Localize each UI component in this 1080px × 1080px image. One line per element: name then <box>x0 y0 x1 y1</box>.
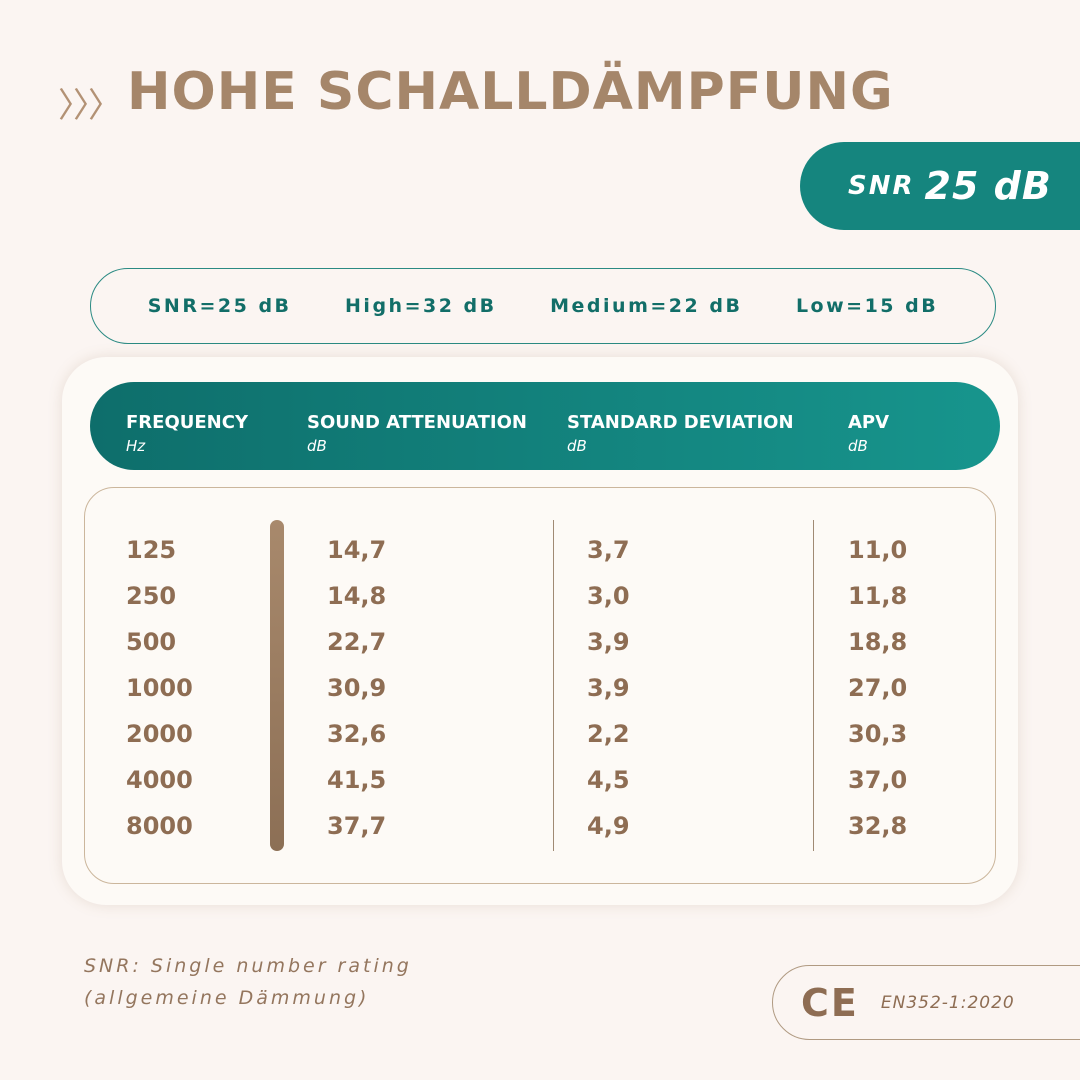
table-cell: 250 <box>126 582 177 610</box>
rating-low: Low=15 dB <box>795 295 939 317</box>
snr-badge: SNR 25 dB <box>800 142 1080 230</box>
table-cell: 3,7 <box>587 536 630 564</box>
column-deviation: 3,7 3,0 3,9 3,9 2,2 4,5 4,9 <box>587 533 630 855</box>
header-apv: APV dB <box>848 412 889 455</box>
table-body <box>84 487 996 884</box>
table-cell: 14,8 <box>327 582 387 610</box>
column-divider-bar <box>270 520 284 851</box>
header-unit: dB <box>307 437 327 455</box>
triple-chevron-right-icon: 〉〉〉 <box>58 86 122 126</box>
rating-medium: Medium=22 dB <box>550 295 743 317</box>
header-frequency: FREQUENCY Hz <box>126 412 248 455</box>
column-divider <box>813 520 814 851</box>
page-title: HOHE SCHALLDÄMPFUNG <box>127 62 894 122</box>
header-attenuation: SOUND ATTENUATION dB <box>307 412 527 455</box>
table-cell: 4000 <box>126 766 193 794</box>
table-cell: 18,8 <box>848 628 908 656</box>
footnote: SNR: Single number rating (allgemeine Dä… <box>84 950 412 1014</box>
rating-high: High=32 dB <box>345 295 497 317</box>
column-divider <box>553 520 554 851</box>
table-cell: 11,0 <box>848 536 908 564</box>
table-cell: 11,8 <box>848 582 908 610</box>
column-frequency: 125 250 500 1000 2000 4000 8000 <box>126 533 193 855</box>
table-cell: 500 <box>126 628 177 656</box>
table-header: FREQUENCY Hz SOUND ATTENUATION dB STANDARD… <box>90 382 1000 470</box>
header-label: FREQUENCY <box>126 412 248 433</box>
header-unit: dB <box>848 437 868 455</box>
header-unit: dB <box>567 437 587 455</box>
table-cell: 41,5 <box>327 766 387 794</box>
table-cell: 30,9 <box>327 674 387 702</box>
rating-snr: SNR=25 dB <box>147 295 292 317</box>
snr-badge-label: SNR <box>848 171 915 201</box>
snr-badge-value: 25 dB <box>924 164 1052 208</box>
header-deviation: STANDARD DEVIATION dB <box>567 412 794 455</box>
header-unit: Hz <box>126 437 146 455</box>
footnote-line: (allgemeine Dämmung) <box>84 987 370 1009</box>
certification-badge: CE EN352-1:2020 <box>772 965 1080 1040</box>
table-cell: 27,0 <box>848 674 908 702</box>
column-apv: 11,0 11,8 18,8 27,0 30,3 37,0 32,8 <box>848 533 907 855</box>
table-cell: 4,5 <box>587 766 630 794</box>
table-cell: 2,2 <box>587 720 630 748</box>
header-label: APV <box>848 412 890 433</box>
table-cell: 32,8 <box>848 812 908 840</box>
table-cell: 2000 <box>126 720 193 748</box>
table-cell: 3,9 <box>587 628 630 656</box>
table-cell: 30,3 <box>848 720 908 748</box>
table-cell: 8000 <box>126 812 193 840</box>
ratings-bar: SNR=25 dB High=32 dB Medium=22 dB Low=15… <box>90 268 996 344</box>
ce-logo: CE <box>801 980 859 1025</box>
table-cell: 14,7 <box>327 536 387 564</box>
table-cell: 3,9 <box>587 674 630 702</box>
certification-standard: EN352-1:2020 <box>880 992 1015 1013</box>
column-attenuation: 14,7 14,8 22,7 30,9 32,6 41,5 37,7 <box>327 533 386 855</box>
table-cell: 22,7 <box>327 628 387 656</box>
table-cell: 1000 <box>126 674 193 702</box>
header-label: STANDARD DEVIATION <box>567 412 794 433</box>
table-cell: 3,0 <box>587 582 630 610</box>
table-cell: 37,0 <box>848 766 908 794</box>
header-label: SOUND ATTENUATION <box>307 412 527 433</box>
table-cell: 32,6 <box>327 720 387 748</box>
table-cell: 4,9 <box>587 812 630 840</box>
table-cell: 37,7 <box>327 812 387 840</box>
footnote-line: SNR: Single number rating <box>84 955 412 977</box>
table-cell: 125 <box>126 536 177 564</box>
